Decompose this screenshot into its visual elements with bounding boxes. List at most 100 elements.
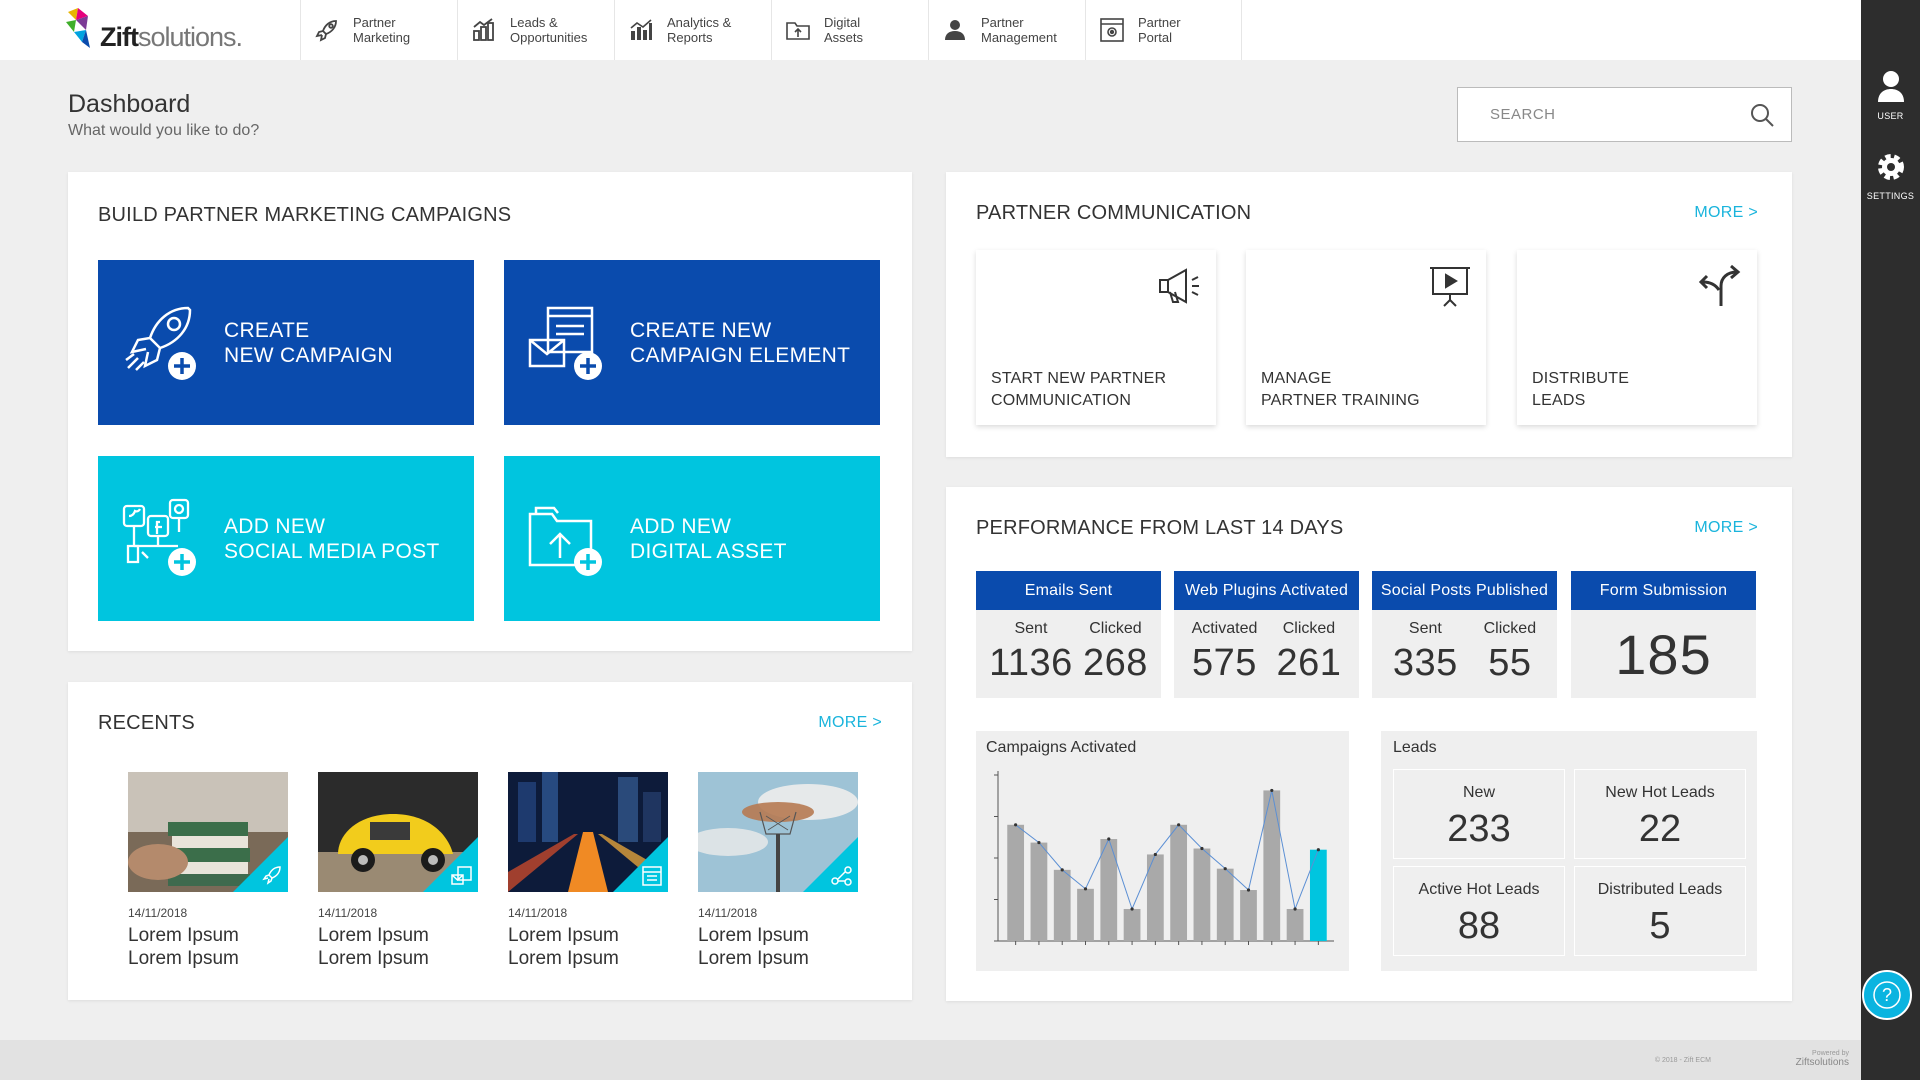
leads-box: Leads New 233 New Hot Leads 22 Active Ho… [1381, 731, 1757, 971]
search-input[interactable] [1490, 106, 1740, 123]
settings-label: SETTINGS [1866, 191, 1915, 201]
chart-bar [1100, 839, 1118, 941]
stat-form-submission: Form Submission 185 [1571, 571, 1756, 698]
svg-text:?: ? [1882, 985, 1892, 1005]
folder-icon [784, 16, 812, 44]
chart-bar [1146, 854, 1164, 941]
footer-copyright: © 2018 - Zift ECM [1654, 1057, 1711, 1064]
distribute-leads-card[interactable]: DISTRIBUTE LEADS [1517, 250, 1757, 425]
nav-partner-portal[interactable]: Partner Portal [1085, 0, 1242, 60]
lead-stat-new-hot-leads: New Hot Leads 22 [1574, 769, 1746, 859]
powered-by-brand: Ziftsolutions [1795, 1057, 1849, 1068]
stat-header: Emails Sent [976, 571, 1161, 610]
nav-label: Analytics & Reports [667, 15, 732, 45]
rocket-icon [313, 16, 341, 44]
stat-value: 185 [1615, 623, 1712, 686]
help-question-icon: ? [1873, 981, 1901, 1009]
footer: © 2018 - Zift ECM Powered by Ziftsolutio… [0, 1040, 1861, 1080]
performance-more-link[interactable]: MORE > [1694, 519, 1758, 536]
communication-more-link[interactable]: MORE > [1694, 204, 1758, 221]
rocket-plus-icon [125, 306, 196, 380]
chart-point [1246, 888, 1251, 892]
stat-value: 575 [1192, 642, 1257, 684]
help-button[interactable]: ? [1862, 970, 1912, 1020]
create-new-campaign-element-tile[interactable]: CREATE NEW CAMPAIGN ELEMENT [504, 260, 880, 425]
manage-partner-training-card[interactable]: MANAGE PARTNER TRAINING [1246, 250, 1486, 425]
campaigns-activated-chart: Campaigns Activated [976, 731, 1349, 971]
brand-logo[interactable]: Ziftsolutions. [0, 0, 300, 60]
chart-point [1014, 823, 1018, 827]
add-new-digital-asset-tile[interactable]: ADD NEW DIGITAL ASSET [504, 456, 880, 621]
stat-value: 335 [1392, 642, 1458, 684]
thumb-badge [423, 837, 478, 892]
lead-label: New [1462, 784, 1495, 801]
lead-stat-new: New 233 [1393, 769, 1565, 859]
recent-item[interactable]: 14/11/2018 Lorem Ipsum Lorem Ipsum [128, 772, 288, 970]
thumb-badge [233, 837, 288, 892]
communication-title: PARTNER COMMUNICATION [976, 202, 1252, 224]
document-icon [642, 866, 662, 886]
recent-thumbnail-city [508, 772, 668, 892]
rocket-icon [262, 866, 281, 885]
lead-value: 88 [1457, 905, 1501, 947]
card-label: START NEW PARTNER COMMUNICATION [991, 370, 1167, 409]
chart-point [1316, 848, 1320, 852]
thumb-badge [803, 837, 858, 892]
settings-button[interactable]: SETTINGS [1861, 152, 1920, 201]
stat-header: Social Posts Published [1372, 571, 1557, 610]
thumb-badge [613, 837, 668, 892]
nav-leads-opportunities[interactable]: Leads & Opportunities [457, 0, 614, 60]
nav-digital-assets[interactable]: Digital Assets [771, 0, 928, 60]
stat-value: 1136 [989, 642, 1073, 684]
card-label: MANAGE PARTNER TRAINING [1261, 370, 1420, 409]
recent-item[interactable]: 14/11/2018 Lorem Ipsum Lorem Ipsum [318, 772, 478, 970]
stat-value: 261 [1276, 642, 1342, 684]
chart-point [1270, 788, 1274, 793]
start-new-partner-communication-card[interactable]: START NEW PARTNER COMMUNICATION [976, 250, 1216, 425]
chart-bar [1193, 848, 1211, 941]
social-plus-icon [122, 498, 196, 576]
lead-value: 22 [1638, 808, 1682, 850]
chart-point [1083, 887, 1088, 891]
campaigns-activated-svg [994, 771, 1334, 945]
chart-title: Campaigns Activated [986, 739, 1137, 756]
chart-bar [1286, 908, 1304, 941]
recent-item[interactable]: 14/11/2018 Lorem Ipsum Lorem Ipsum [508, 772, 668, 970]
tile-label: CREATE NEW CAMPAIGN ELEMENT [630, 318, 851, 367]
chart-bar [1240, 890, 1257, 941]
chart-point [1107, 837, 1111, 841]
chart-bar [1170, 824, 1188, 941]
lead-value: 5 [1649, 905, 1671, 947]
user-button[interactable]: USER [1861, 70, 1920, 121]
nav-partner-marketing[interactable]: Partner Marketing [300, 0, 457, 60]
brand-name: Ziftsolutions. [100, 22, 243, 52]
add-new-social-media-post-tile[interactable]: ADD NEW SOCIAL MEDIA POST [98, 456, 474, 621]
recent-date: 14/11/2018 [128, 906, 188, 920]
top-navigation-bar: Ziftsolutions. Partner Marketing Leads &… [0, 0, 1861, 60]
chart-bar [1007, 824, 1025, 941]
partner-communication-panel: PARTNER COMMUNICATION MORE > START NEW P… [946, 172, 1792, 457]
stat-sub-label: Clicked [1483, 620, 1537, 637]
nav-label: Partner Management [981, 15, 1057, 45]
recent-item[interactable]: 14/11/2018 Lorem Ipsum Lorem Ipsum [698, 772, 858, 970]
performance-title: PERFORMANCE FROM LAST 14 DAYS [976, 517, 1344, 539]
chart-trend-line [1015, 790, 1319, 911]
split-arrows-icon [1698, 264, 1741, 306]
tile-label: CREATE NEW CAMPAIGN [224, 318, 393, 367]
stat-web-plugins-activated: Web Plugins Activated Activated 575 Click… [1174, 571, 1359, 698]
recents-more-link[interactable]: MORE > [818, 714, 882, 731]
chart-point [1293, 907, 1297, 911]
nav-analytics-reports[interactable]: Analytics & Reports [614, 0, 771, 60]
recent-date: 14/11/2018 [698, 906, 758, 920]
recent-thumbnail-basketball-hoop [698, 772, 858, 892]
nav-partner-management[interactable]: Partner Management [928, 0, 1085, 60]
recent-thumbnail-car [318, 772, 478, 892]
create-new-campaign-tile[interactable]: CREATE NEW CAMPAIGN [98, 260, 474, 425]
user-label: USER [1877, 111, 1904, 121]
chart-point [1153, 852, 1157, 857]
tile-label: ADD NEW DIGITAL ASSET [630, 514, 787, 563]
stat-sub-label: Sent [1408, 620, 1442, 637]
email-element-plus-icon [528, 306, 602, 380]
search-icon[interactable] [1749, 102, 1775, 128]
chart-bar [1030, 842, 1048, 941]
